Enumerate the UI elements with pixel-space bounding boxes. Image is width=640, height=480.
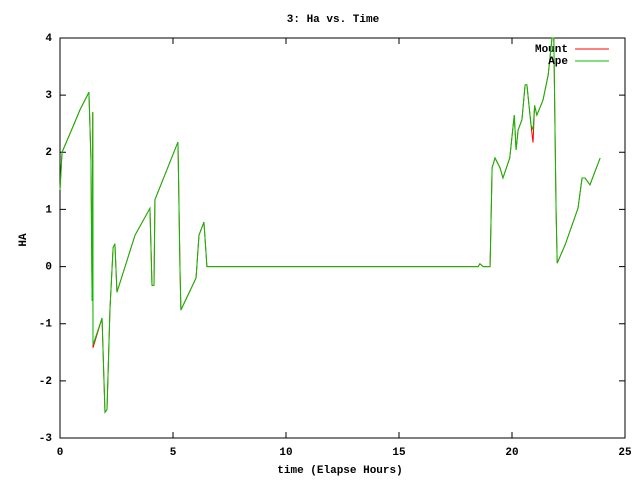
plot-frame (59, 37, 626, 439)
y-tick-label: 0 (45, 261, 52, 273)
x-tick-label: 15 (392, 447, 406, 459)
chart-title: 3: Ha vs. Time (287, 14, 380, 26)
x-tick-label: 20 (505, 447, 518, 459)
x-tick-label: 25 (618, 447, 632, 459)
x-tick-label: 5 (170, 447, 177, 459)
y-tick-label: -3 (39, 433, 53, 445)
y-tick-label: 3 (45, 90, 52, 102)
y-axis-label: HA (18, 233, 30, 247)
x-axis-label: time (Elapse Hours) (277, 465, 402, 477)
y-tick-label: 4 (45, 33, 52, 45)
x-tick-label: 10 (279, 447, 292, 459)
data-line (59, 37, 601, 414)
y-tick-label: 2 (45, 147, 52, 159)
y-tick-label: -1 (39, 319, 53, 331)
y-tick-label: -2 (39, 376, 52, 388)
legend-label: Ape (548, 56, 568, 68)
legend-label: Mount (535, 44, 568, 56)
x-tick-label: 0 (57, 447, 64, 459)
y-tick-label: 1 (45, 204, 52, 216)
